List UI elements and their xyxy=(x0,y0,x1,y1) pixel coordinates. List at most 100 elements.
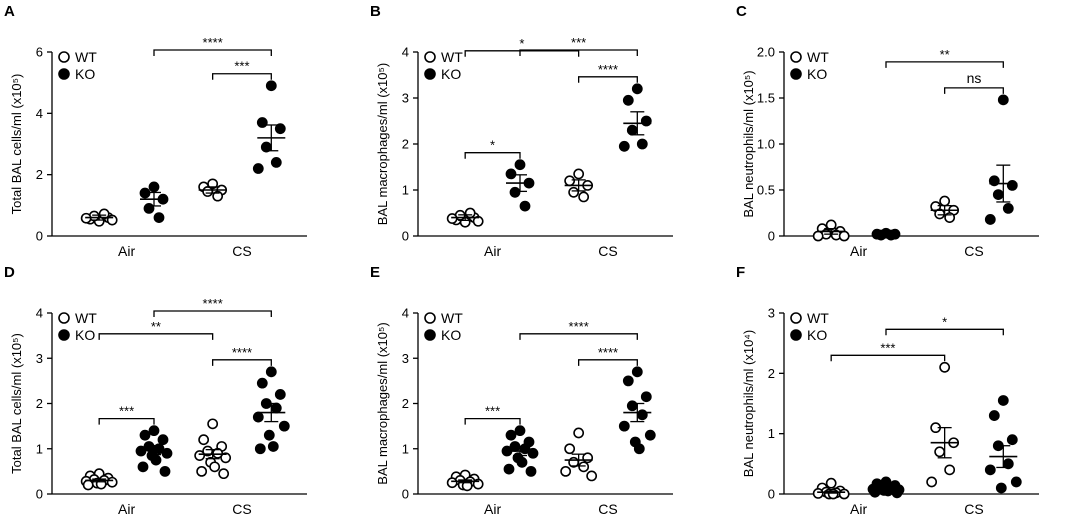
data-point xyxy=(995,482,1007,494)
series-cs-wt xyxy=(194,418,232,480)
significance-bracket: * xyxy=(885,314,1004,336)
data-point xyxy=(446,213,458,224)
series-cs-ko xyxy=(984,395,1022,494)
legend-wt-marker xyxy=(424,51,436,63)
legend-wt-label: WT xyxy=(75,310,97,326)
series-cs-ko xyxy=(618,83,652,152)
data-point xyxy=(509,186,521,198)
legend-ko-marker xyxy=(790,68,802,80)
data-point xyxy=(106,476,118,488)
significance-bracket: *** xyxy=(519,35,638,56)
legend-ko-marker xyxy=(58,329,70,341)
significance-label: * xyxy=(519,36,524,51)
y-axis-label: BAL macrophages/ml (x10⁵) xyxy=(375,63,390,225)
significance-label: **** xyxy=(598,345,618,360)
legend-ko-label: KO xyxy=(807,327,827,343)
data-point xyxy=(202,186,214,197)
legend-wt-marker xyxy=(790,51,802,63)
y-tick-label: 0 xyxy=(768,229,775,244)
significance-label: ** xyxy=(151,319,161,334)
group-label-cs: CS xyxy=(232,243,251,259)
significance-label: * xyxy=(490,138,495,153)
y-tick-label: 4 xyxy=(36,306,43,321)
bracket-line xyxy=(885,328,1004,336)
y-axis-label: Total BAL cells/ml (x10⁵) xyxy=(9,333,24,474)
significance-label: ns xyxy=(967,70,982,86)
bracket-line xyxy=(885,61,1004,68)
y-tick-label: 0.5 xyxy=(757,183,775,198)
data-point xyxy=(270,156,282,168)
y-tick-label: 1.5 xyxy=(757,91,775,106)
significance-label: ** xyxy=(940,47,950,62)
data-point xyxy=(274,389,286,400)
group-label-air: Air xyxy=(118,243,135,259)
bracket-line xyxy=(153,49,272,56)
data-point xyxy=(148,425,160,437)
data-point xyxy=(139,429,151,441)
significance-bracket: * xyxy=(464,36,580,57)
data-point xyxy=(997,395,1009,406)
series-air-ko xyxy=(139,181,169,223)
series-cs-wt xyxy=(564,168,594,203)
y-tick-label: 1.0 xyxy=(757,137,775,152)
y-axis-label: BAL neutrophils/ml (x10⁵) xyxy=(741,70,756,217)
bracket-line xyxy=(944,87,1004,94)
data-point xyxy=(939,361,951,373)
y-tick-label: 4 xyxy=(36,106,43,121)
y-tick-label: 2.0 xyxy=(757,45,775,60)
data-point xyxy=(631,83,643,95)
data-point xyxy=(212,190,224,202)
data-point xyxy=(944,464,956,476)
series-air-ko xyxy=(867,476,905,499)
data-point xyxy=(135,445,147,457)
series-air-wt xyxy=(446,469,484,492)
group-label-cs: CS xyxy=(964,243,983,259)
y-tick-label: 3 xyxy=(402,91,409,106)
data-point xyxy=(640,115,652,127)
significance-label: **** xyxy=(232,345,252,360)
y-tick-label: 2 xyxy=(36,167,43,182)
y-tick-label: 1 xyxy=(36,441,43,456)
bracket-line xyxy=(519,333,638,340)
data-point xyxy=(446,477,458,489)
legend-ko-label: KO xyxy=(441,66,461,82)
data-point xyxy=(148,181,160,193)
panel-B: B 0 1 2 3 4 BAL macrophages/ml (x10⁵) Air CS WTKO… xyxy=(370,3,673,259)
legend-ko-label: KO xyxy=(441,327,461,343)
significance-bracket: **** xyxy=(153,296,272,317)
data-point xyxy=(618,140,630,152)
panel-D: D 0 1 2 3 4 Total BAL cells/ml (x10⁵) Air CS WTKO… xyxy=(4,264,307,517)
data-point xyxy=(252,163,264,174)
data-point xyxy=(622,375,634,387)
significance-bracket: ** xyxy=(885,47,1004,68)
data-point xyxy=(636,409,648,421)
bracket-line xyxy=(464,417,521,425)
data-point xyxy=(984,214,996,225)
data-point xyxy=(464,207,476,219)
data-point xyxy=(640,391,652,403)
legend-wt-label: WT xyxy=(75,49,97,65)
series-cs-wt xyxy=(930,195,960,223)
significance-bracket: ns xyxy=(944,70,1004,94)
series-air-ko xyxy=(135,425,173,477)
y-tick-label: 1 xyxy=(402,441,409,456)
data-point xyxy=(564,443,576,455)
significance-bracket: *** xyxy=(211,59,272,80)
series-air-wt xyxy=(80,208,118,227)
legend-wt-marker xyxy=(58,51,70,63)
data-point xyxy=(270,402,282,414)
data-point xyxy=(274,123,286,135)
data-point xyxy=(267,441,279,452)
series-cs-ko xyxy=(984,94,1018,225)
panel-letter: B xyxy=(370,3,381,20)
data-point xyxy=(573,168,585,180)
data-point xyxy=(578,461,590,473)
group-label-cs: CS xyxy=(598,243,617,259)
data-point xyxy=(636,138,648,150)
y-tick-label: 2 xyxy=(402,396,409,411)
group-label-cs: CS xyxy=(598,501,617,517)
